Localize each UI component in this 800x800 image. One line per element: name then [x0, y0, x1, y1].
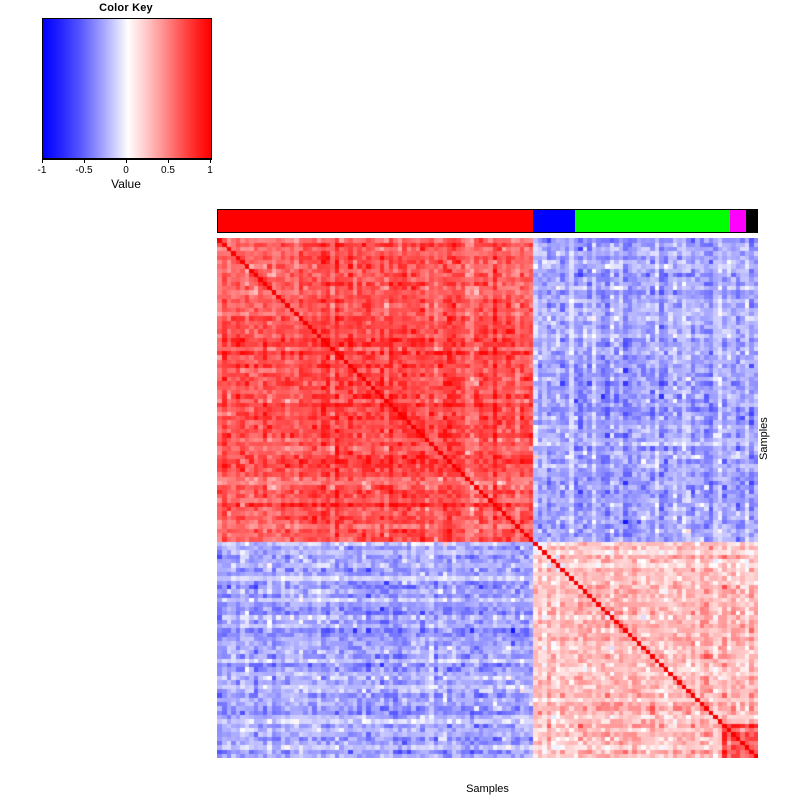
color-key-gradient: [42, 18, 212, 160]
annotation-segment-black-group: [746, 209, 758, 233]
heatmap-canvas: [217, 238, 758, 758]
annotation-segment-green-group: [575, 209, 730, 233]
x-axis-label: Samples: [466, 783, 509, 795]
color-key-tick-label: -1: [37, 165, 47, 176]
color-key-xlabel: Value: [111, 177, 141, 191]
color-key-axis: [42, 158, 211, 164]
annotation-segment-red-group: [217, 209, 533, 233]
color-key-tick-label: 1: [207, 165, 213, 176]
color-key-tick-label: 0: [123, 165, 129, 176]
color-key-tick-label: 0.5: [161, 165, 175, 176]
color-key-tick-label: -0.5: [75, 165, 93, 176]
color-key-title: Color Key: [99, 2, 153, 14]
column-annotation-bar: [217, 209, 758, 233]
y-axis-label: Samples: [758, 417, 770, 460]
color-key: Color Key Value -1 -0.5 0 0.5 1: [0, 0, 250, 200]
heatmap-panel: [217, 238, 758, 758]
color-key-tick: [210, 158, 211, 163]
color-key-tick: [84, 158, 85, 163]
color-key-tick: [126, 158, 127, 163]
annotation-segment-blue-group: [533, 209, 575, 233]
color-key-tick: [42, 158, 43, 163]
color-key-tick: [168, 158, 169, 163]
annotation-segment-magenta-group: [730, 209, 746, 233]
